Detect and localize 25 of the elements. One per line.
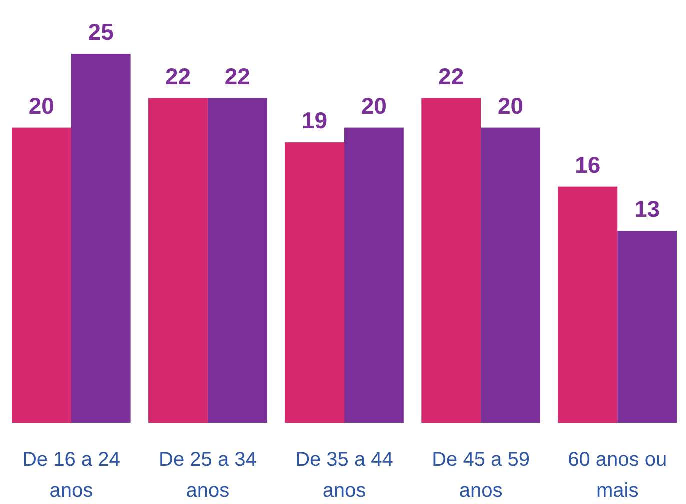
x-tick-label: De 25 a 34 anos: [159, 449, 257, 502]
x-tick-label: 60 anos ou mais: [568, 449, 668, 502]
bar: [148, 98, 208, 423]
x-tick-label: De 45 a 59 anos: [432, 449, 530, 502]
bar: [481, 128, 540, 423]
data-label: 22: [438, 63, 464, 90]
bar: [208, 98, 268, 423]
x-tick-label: De 16 a 24 anos: [22, 449, 120, 502]
data-label: 16: [575, 152, 601, 178]
data-label: 22: [165, 63, 192, 90]
data-label: 13: [634, 196, 660, 222]
data-label: 20: [28, 92, 54, 119]
bar: [285, 142, 344, 423]
bar: [618, 231, 677, 423]
data-label: 20: [361, 92, 387, 119]
bar: [12, 128, 72, 423]
bar: [422, 98, 482, 423]
bar: [71, 54, 131, 423]
data-label: 20: [498, 92, 524, 119]
data-label: 22: [224, 63, 250, 90]
bar: [558, 186, 618, 423]
data-label: 25: [88, 19, 114, 45]
data-label: 19: [302, 108, 328, 134]
bar: [344, 128, 404, 423]
x-tick-label: De 35 a 44 anos: [296, 449, 394, 502]
